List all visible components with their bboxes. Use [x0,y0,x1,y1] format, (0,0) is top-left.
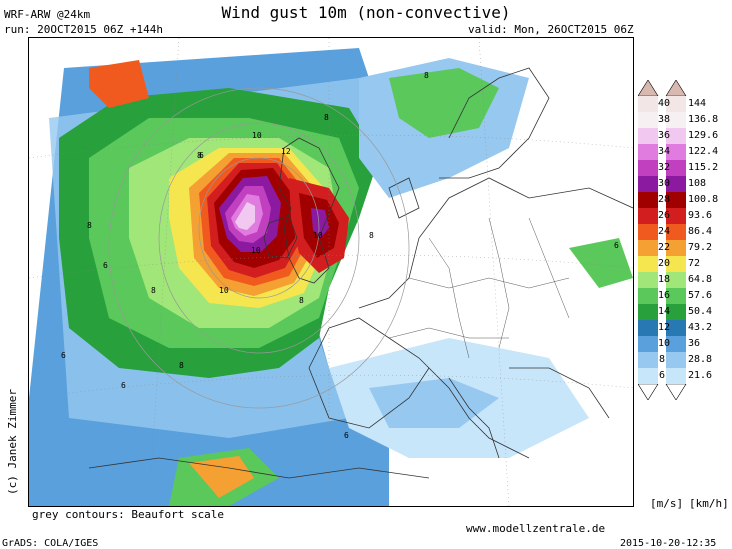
legend-mps-value: 24 [658,226,671,237]
legend-mps-value: 26 [658,210,671,221]
legend-mps-value: 12 [658,322,671,333]
legend-mps-value: 34 [658,146,671,157]
page-title: Wind gust 10m (non-convective) [221,3,511,22]
legend-swatch [638,272,658,289]
contours-note: grey contours: Beaufort scale [32,508,225,521]
legend-mps-value: 20 [658,258,671,269]
legend-swatch [638,112,658,129]
beaufort-label: 6 [199,151,204,160]
legend-swatch [638,96,658,113]
legend-kmh-label: 21.6 [688,370,713,381]
beaufort-label: 8 [151,286,156,295]
legend-mps-value: 10 [658,338,671,349]
legend-units-mps: [m/s] [650,497,684,510]
legend-swatch [638,144,658,161]
legend-kmh-label: 100.8 [688,194,719,205]
legend-swatch [638,336,658,353]
grads-label: GrADS: COLA/IGES [2,538,99,549]
legend-swatch [638,224,658,241]
beaufort-label: 10 [313,231,323,240]
legend-kmh-label: 28.8 [688,354,713,365]
legend-mps-value: 22 [658,242,671,253]
legend-mps-value: 6 [658,370,666,381]
legend-mps-value: 18 [658,274,671,285]
legend-swatch [638,192,658,209]
beaufort-label: 8 [87,221,92,230]
website-label: www.modellzentrale.de [466,522,606,535]
legend-arrows-top [638,80,687,96]
legend-mps-value: 32 [658,162,671,173]
legend-swatch [638,176,658,193]
beaufort-label: 6 [103,261,108,270]
valid-label: valid: Mon, 26OCT2015 06Z [468,23,634,36]
legend-kmh-label: 43.2 [688,322,713,333]
legend-kmh-label: 79.2 [688,242,713,253]
legend-swatch [638,256,658,273]
beaufort-label: 8 [369,231,374,240]
beaufort-label: 12 [281,147,291,156]
beaufort-label: 8 [324,113,329,122]
legend-mps-value: 30 [658,178,671,189]
legend-swatch [638,240,658,257]
legend-mps-value: 36 [658,130,671,141]
beaufort-label: 6 [121,381,126,390]
legend-kmh-label: 129.6 [688,130,719,141]
legend-kmh-label: 64.8 [688,274,713,285]
legend-mps-value: 14 [658,306,671,317]
legend-kmh-label: 72 [688,258,701,269]
legend-kmh-label: 108 [688,178,707,189]
legend-swatch [666,368,686,385]
legend-swatch [666,352,686,369]
legend-mps-value: 38 [658,114,671,125]
beaufort-label: 8 [179,361,184,370]
timestamp-label: 2015-10-20-12:35 [620,538,717,549]
legend-kmh-label: 144 [688,98,707,109]
legend-swatch [638,352,658,369]
model-label: WRF-ARW @24km [4,8,91,21]
copyright-label: (c) Janek Zimmer [6,389,19,495]
legend-arrows-bottom [638,384,687,400]
legend-swatch [638,128,658,145]
legend-swatch [638,160,658,177]
legend-kmh-label: 115.2 [688,162,719,173]
beaufort-label: 10 [219,286,229,295]
legend-mps-value: 28 [658,194,671,205]
beaufort-label: 8 [197,151,202,160]
wind-gust-map: 12 10 10 10 10 8 8 8 8 8 8 8 8 6 6 6 6 6… [29,38,633,506]
legend-swatch [638,320,658,337]
legend-kmh-label: 36 [688,338,701,349]
legend-swatch [638,368,658,385]
legend-kmh-label: 57.6 [688,290,713,301]
beaufort-label: 6 [344,431,349,440]
beaufort-label: 10 [251,246,261,255]
legend-kmh-label: 122.4 [688,146,719,157]
legend-units-kmh: [km/h] [689,497,729,510]
beaufort-label: 6 [614,241,619,250]
legend-mps-value: 40 [658,98,671,109]
legend-mps-value: 16 [658,290,671,301]
legend-kmh-label: 86.4 [688,226,713,237]
beaufort-label: 10 [252,131,262,140]
legend-swatch [638,304,658,321]
legend-kmh-label: 93.6 [688,210,713,221]
legend-swatch [638,288,658,305]
beaufort-label: 8 [299,296,304,305]
run-label: run: 20OCT2015 06Z +144h [4,23,163,36]
legend-kmh-label: 136.8 [688,114,719,125]
legend-swatch [638,208,658,225]
legend-mps-value: 8 [658,354,666,365]
beaufort-label: 6 [61,351,66,360]
map-panel: 12 10 10 10 10 8 8 8 8 8 8 8 8 6 6 6 6 6… [28,37,634,507]
beaufort-label: 8 [424,71,429,80]
legend-kmh-label: 50.4 [688,306,713,317]
